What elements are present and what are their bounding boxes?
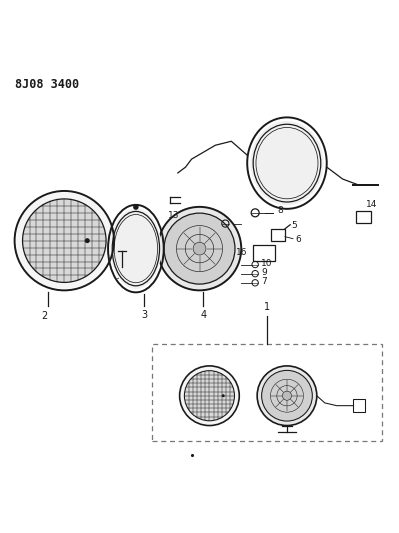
Circle shape xyxy=(257,366,317,425)
Text: 8: 8 xyxy=(277,206,283,215)
Bar xyxy=(152,344,382,441)
Text: 16: 16 xyxy=(236,248,247,257)
Text: 2: 2 xyxy=(41,311,47,321)
Text: 1: 1 xyxy=(264,302,270,312)
Ellipse shape xyxy=(251,121,324,205)
Circle shape xyxy=(16,192,113,289)
Text: 15: 15 xyxy=(116,272,128,281)
Bar xyxy=(356,211,371,223)
Text: 14: 14 xyxy=(366,200,377,209)
Circle shape xyxy=(184,370,235,421)
Circle shape xyxy=(262,370,312,421)
Circle shape xyxy=(282,391,292,400)
Text: 13: 13 xyxy=(168,211,180,220)
Text: 11: 11 xyxy=(202,223,213,232)
Bar xyxy=(353,399,365,413)
Circle shape xyxy=(158,207,241,290)
Circle shape xyxy=(133,204,139,210)
Text: 8J08 3400: 8J08 3400 xyxy=(15,78,79,91)
Ellipse shape xyxy=(110,208,162,289)
Text: 6: 6 xyxy=(295,235,301,244)
Bar xyxy=(253,245,275,261)
Text: 7: 7 xyxy=(261,277,267,286)
Text: 9: 9 xyxy=(261,268,267,277)
Text: 10: 10 xyxy=(261,259,273,268)
Text: 4: 4 xyxy=(200,310,207,320)
Circle shape xyxy=(164,213,235,284)
Text: 12: 12 xyxy=(208,217,219,226)
Circle shape xyxy=(222,394,225,397)
Circle shape xyxy=(180,367,238,425)
Circle shape xyxy=(193,242,206,255)
Circle shape xyxy=(85,238,90,243)
Text: 3: 3 xyxy=(141,310,147,320)
Text: 5: 5 xyxy=(291,221,297,230)
Bar xyxy=(271,229,285,241)
Circle shape xyxy=(23,199,106,282)
